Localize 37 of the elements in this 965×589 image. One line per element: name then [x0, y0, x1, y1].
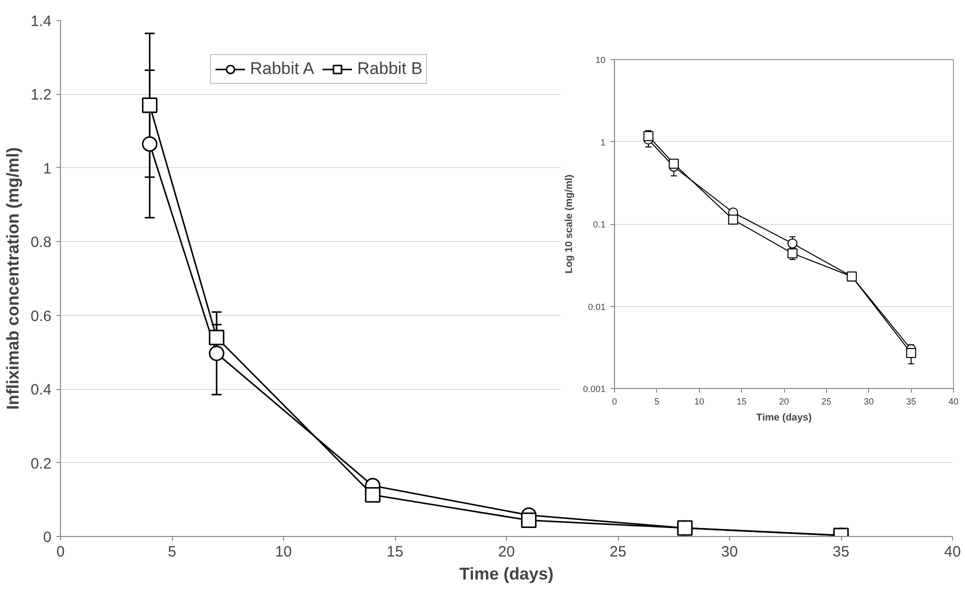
x-tick-label: 15	[736, 396, 747, 406]
y-tick-label: 0.1	[592, 220, 606, 230]
y-tick-label: 1.2	[30, 86, 52, 104]
x-tick-label: 15	[386, 544, 404, 560]
x-tick-label: 5	[654, 396, 660, 406]
y-axis-title: Log 10 scale (mg/ml)	[564, 174, 575, 274]
y-tick-label: 0.4	[30, 382, 52, 399]
y-tick-label: 1	[43, 160, 52, 178]
x-tick-label: 0	[612, 396, 618, 406]
y-axis-title: Infliximab concentration (mg/ml)	[4, 147, 23, 410]
x-axis-title: Time (days)	[756, 412, 812, 424]
y-tick-label: 0.01	[588, 302, 606, 312]
legend-label: Rabbit A	[250, 59, 314, 79]
x-axis-title: Time (days)	[459, 564, 554, 584]
y-tick-label: 0.001	[582, 384, 606, 394]
x-tick-label: 40	[944, 544, 961, 560]
x-tick-label: 5	[168, 544, 176, 560]
x-tick-label: 25	[610, 544, 626, 560]
x-tick-label: 10	[275, 544, 292, 560]
x-tick-label: 0	[56, 544, 65, 560]
x-tick-label: 35	[906, 396, 916, 406]
y-tick-label: 0.6	[30, 308, 52, 325]
x-tick-label: 30	[864, 396, 874, 406]
y-tick-label: 0	[43, 529, 52, 546]
x-tick-label: 20	[498, 544, 515, 560]
legend-label: Rabbit B	[357, 59, 422, 79]
x-tick-label: 10	[694, 396, 704, 406]
x-tick-label: 30	[721, 544, 738, 560]
y-tick-label: 0.8	[30, 234, 52, 252]
x-tick-label: 25	[821, 396, 832, 406]
x-tick-label: 40	[948, 396, 959, 406]
x-tick-label: 35	[832, 544, 850, 560]
y-tick-label: 1.4	[30, 13, 52, 30]
y-tick-label: 0.2	[30, 455, 52, 472]
y-tick-label: 10	[595, 55, 606, 65]
x-tick-label: 20	[778, 396, 790, 406]
y-tick-label: 1	[600, 137, 606, 148]
